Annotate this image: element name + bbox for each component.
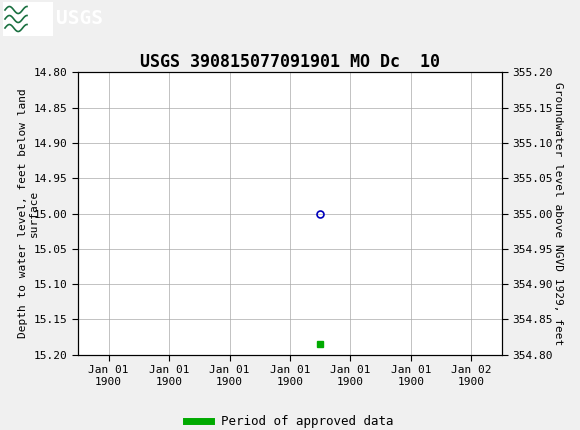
- Bar: [3, 2, 53, 36]
- Y-axis label: Groundwater level above NGVD 1929, feet: Groundwater level above NGVD 1929, feet: [553, 82, 563, 345]
- Text: USGS 390815077091901 MO Dc  10: USGS 390815077091901 MO Dc 10: [140, 53, 440, 71]
- Y-axis label: Depth to water level, feet below land
surface: Depth to water level, feet below land su…: [18, 89, 39, 338]
- Legend: Period of approved data: Period of approved data: [181, 410, 399, 430]
- Text: USGS: USGS: [56, 9, 103, 28]
